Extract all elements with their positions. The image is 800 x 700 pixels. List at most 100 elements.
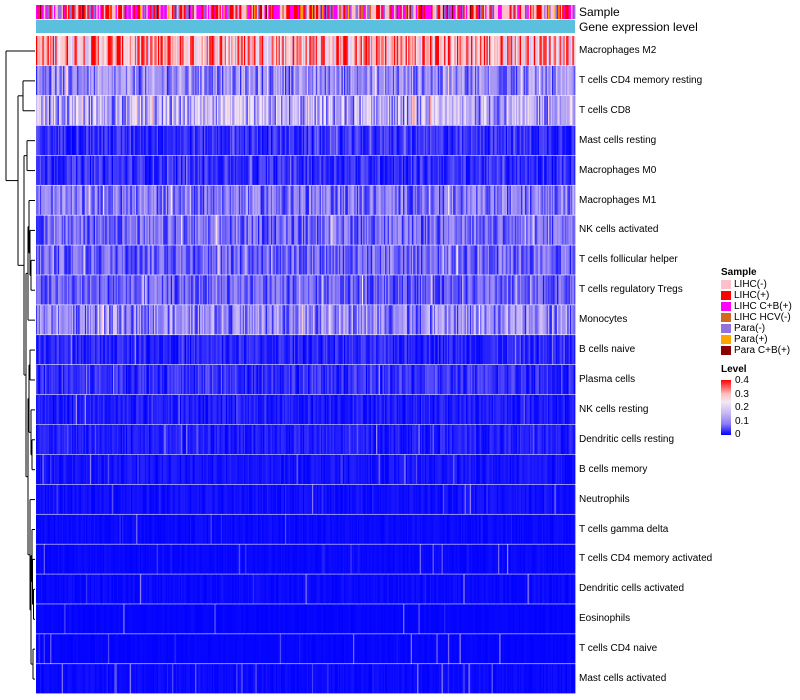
- heatmap-cell: [102, 155, 105, 185]
- heatmap-cell: [68, 155, 70, 185]
- heatmap-cell: [478, 305, 481, 335]
- heatmap-cell: [435, 36, 437, 66]
- heatmap-cell: [104, 155, 106, 185]
- heatmap-cell: [368, 185, 371, 215]
- heatmap-cell: [451, 155, 454, 185]
- heatmap-cell: [187, 185, 190, 215]
- heatmap-cell: [110, 36, 113, 66]
- heatmap-cell: [250, 275, 252, 305]
- heatmap-cell: [183, 275, 186, 305]
- heatmap-cell: [269, 65, 272, 96]
- heatmap-cell: [372, 95, 374, 126]
- heatmap-cell: [329, 275, 332, 305]
- heatmap-cell: [168, 185, 170, 215]
- heatmap-cell: [57, 245, 60, 275]
- heatmap-cell: [115, 305, 118, 335]
- heatmap-cell: [467, 245, 469, 275]
- heatmap-cell: [400, 36, 403, 66]
- heatmap-cell: [396, 245, 399, 275]
- heatmap-cell: [539, 125, 541, 156]
- heatmap-cell: [344, 185, 346, 215]
- heatmap-cell: [84, 185, 87, 215]
- heatmap-cell: [101, 36, 104, 66]
- heatmap-cell: [350, 36, 353, 66]
- heatmap-cell: [509, 125, 512, 156]
- heatmap-cell: [259, 155, 261, 185]
- heatmap-cell: [391, 185, 394, 215]
- heatmap-cell: [327, 275, 329, 305]
- heatmap-cell: [120, 215, 123, 245]
- heatmap-cell: [550, 245, 553, 275]
- heatmap-cell: [51, 335, 54, 365]
- heatmap-cell: [481, 215, 483, 245]
- heatmap-cell: [515, 245, 518, 275]
- heatmap-cell: [471, 215, 473, 245]
- sample-track-cell: [483, 5, 486, 19]
- heatmap-cell: [564, 155, 567, 185]
- heatmap-cell: [219, 95, 222, 126]
- heatmap-cell: [263, 335, 265, 365]
- heatmap-cell: [510, 95, 513, 126]
- heatmap-cell: [36, 215, 38, 245]
- heatmap-cell: [383, 95, 386, 126]
- heatmap-cell: [36, 155, 38, 185]
- heatmap-cell: [522, 215, 525, 245]
- heatmap-cell: [437, 65, 440, 96]
- heatmap-cell: [554, 305, 557, 335]
- heatmap-cell: [53, 95, 56, 126]
- heatmap-cell: [412, 125, 414, 156]
- heatmap-cell: [391, 275, 394, 305]
- heatmap-cell: [441, 155, 444, 185]
- heatmap-cell: [288, 335, 291, 365]
- heatmap-cell: [106, 335, 109, 365]
- heatmap-cell: [509, 275, 512, 305]
- heatmap-cell: [38, 275, 41, 305]
- heatmap-cell: [546, 245, 549, 275]
- heatmap-cell: [209, 305, 211, 335]
- heatmap-cell: [438, 185, 441, 215]
- heatmap-cell: [52, 305, 55, 335]
- sample-track-cell: [236, 5, 238, 19]
- heatmap-cell: [39, 125, 42, 156]
- heatmap-cell: [71, 335, 74, 365]
- heatmap-cell: [495, 185, 498, 215]
- heatmap-cell: [483, 275, 486, 305]
- heatmap-cell: [329, 155, 332, 185]
- heatmap-cell: [293, 245, 296, 275]
- sample-track-cell: [281, 5, 283, 19]
- heatmap-cell: [482, 125, 485, 156]
- heatmap-cell: [382, 65, 385, 96]
- heatmap-cell: [320, 185, 323, 215]
- heatmap-cell: [429, 155, 432, 185]
- heatmap-cell: [491, 305, 494, 335]
- heatmap-cell: [275, 245, 278, 275]
- heatmap-cell: [468, 65, 471, 96]
- heatmap-cell: [562, 275, 564, 305]
- heatmap-cell: [100, 215, 102, 245]
- sample-track-cell: [300, 5, 303, 19]
- heatmap-cell: [453, 65, 455, 96]
- heatmap-cell: [62, 305, 65, 335]
- heatmap-cell: [464, 65, 467, 96]
- heatmap-cell: [86, 185, 88, 215]
- heatmap-cell: [329, 335, 332, 365]
- heatmap-cell: [277, 125, 279, 156]
- heatmap-cell: [333, 155, 336, 185]
- heatmap-cell: [337, 335, 340, 365]
- heatmap-cell: [136, 95, 138, 126]
- heatmap-cell: [132, 36, 134, 66]
- heatmap-cell: [514, 305, 517, 335]
- heatmap-cell: [232, 185, 235, 215]
- heatmap-cell: [228, 275, 231, 305]
- heatmap-cell: [130, 215, 133, 245]
- heatmap-cell: [101, 335, 104, 365]
- heatmap-cell: [441, 95, 444, 126]
- heatmap-cell: [91, 36, 93, 66]
- heatmap-cell: [129, 335, 132, 365]
- heatmap-cell: [73, 65, 75, 96]
- sample-track-cell: [544, 5, 546, 19]
- heatmap-cell: [396, 155, 399, 185]
- heatmap-cell: [467, 36, 469, 66]
- heatmap-cell: [421, 185, 423, 215]
- heatmap-cell: [82, 65, 84, 96]
